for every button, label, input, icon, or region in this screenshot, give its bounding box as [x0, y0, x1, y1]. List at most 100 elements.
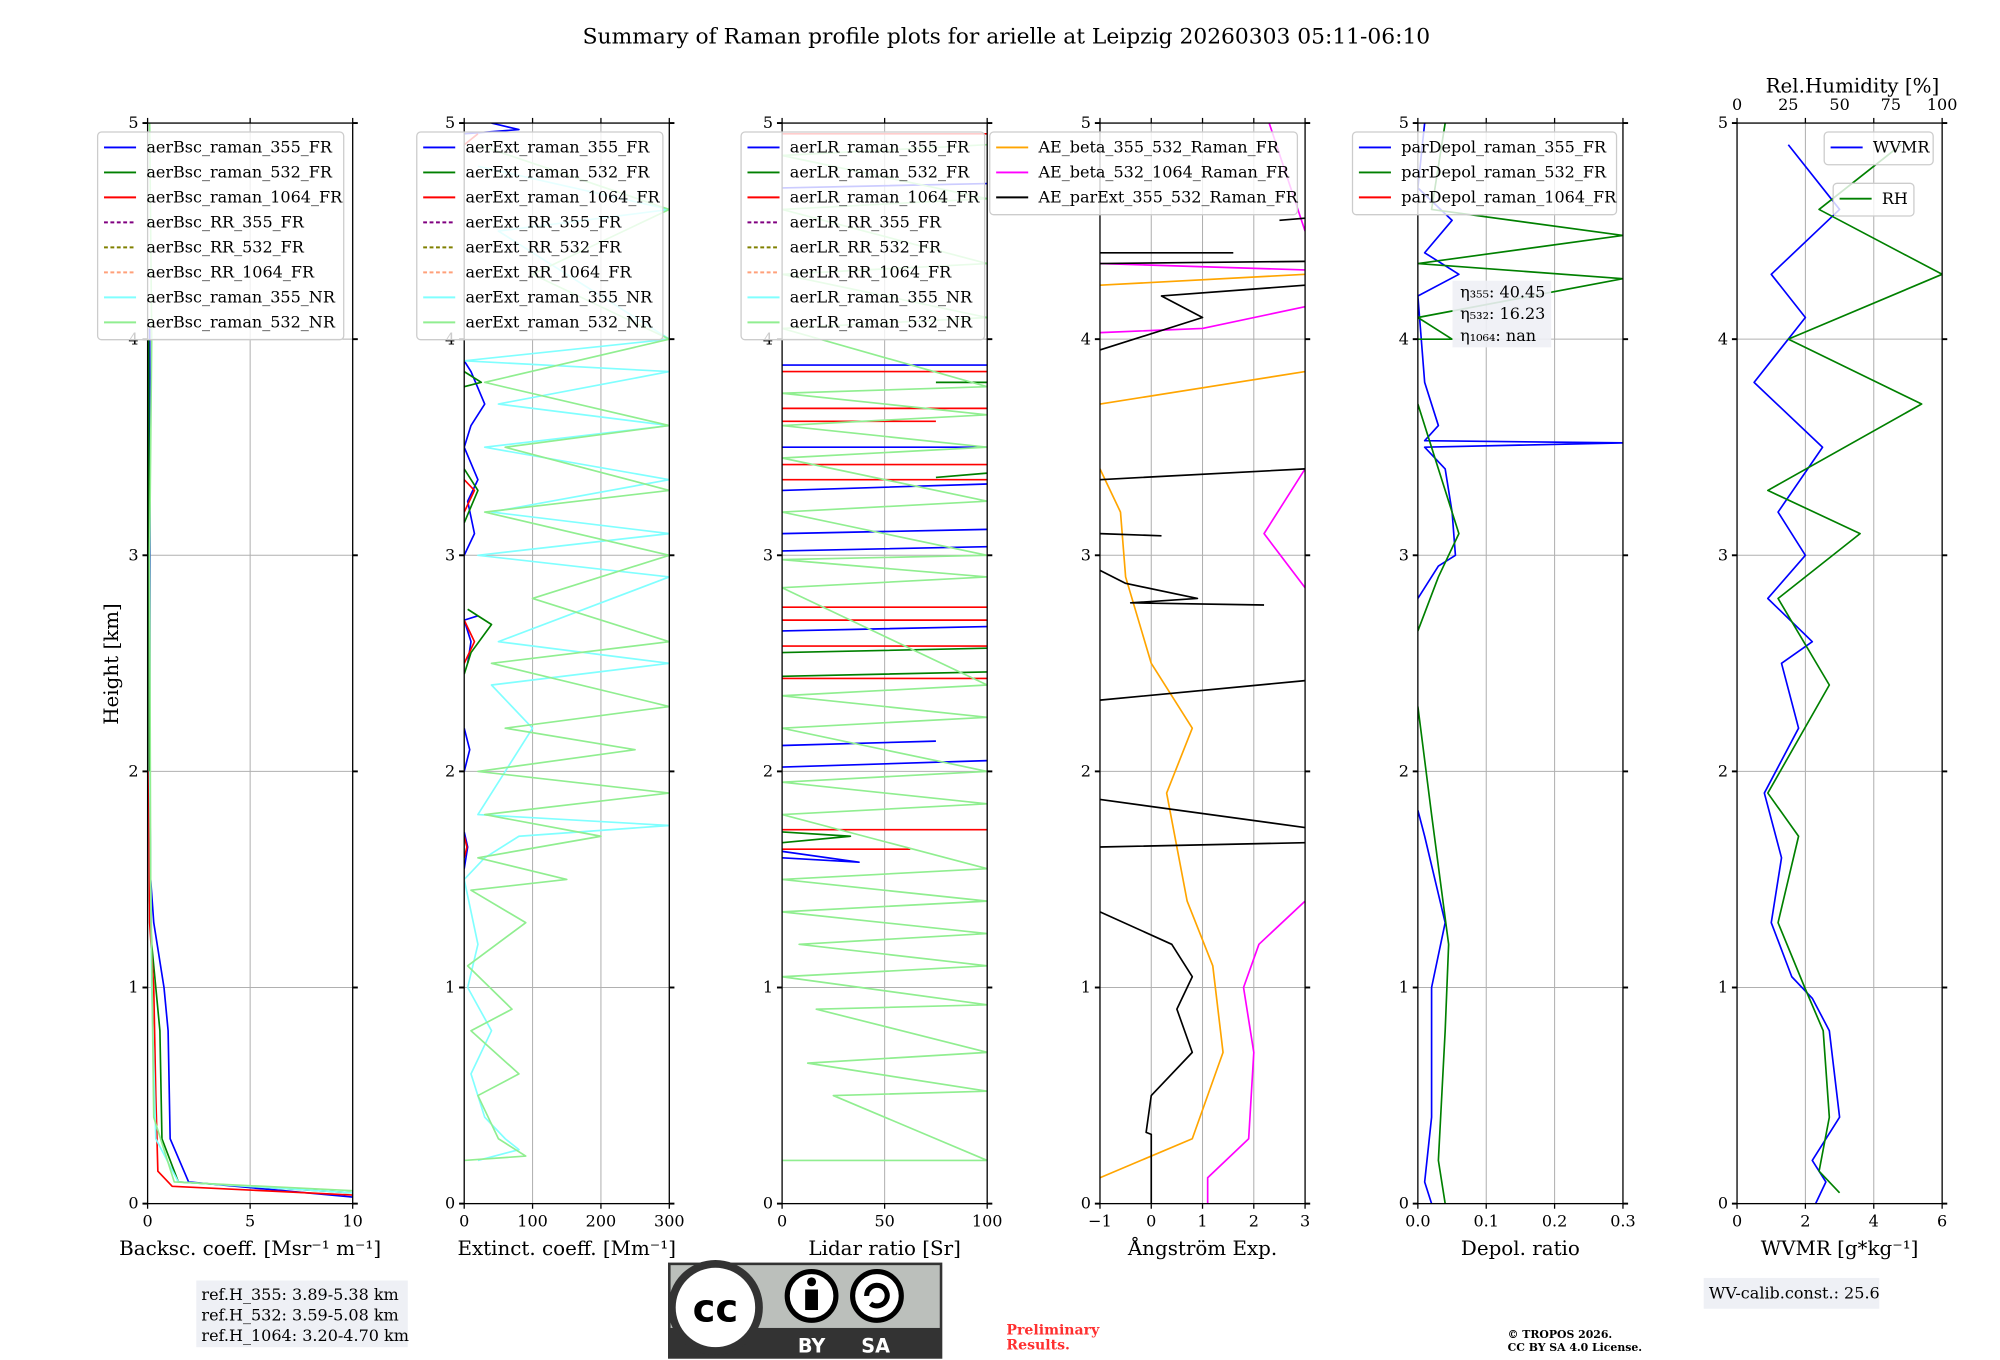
x-tick-label: 1 — [1197, 1212, 1207, 1231]
series-line-aerbsc-raman-532-fr — [147, 339, 353, 1194]
legend-label: WVMR — [1873, 138, 1930, 157]
series-line-aerlr-raman-355-fr — [782, 182, 988, 863]
cc-text: cc — [693, 1287, 739, 1332]
series-group — [464, 123, 670, 1162]
y-tick-label: 1 — [445, 978, 455, 997]
y-tick-label: 5 — [1399, 113, 1409, 132]
legend-label: aerBsc_RR_532_FR — [146, 238, 304, 257]
legend-label: aerBsc_RR_1064_FR — [146, 263, 315, 282]
y-tick-label: 0 — [1399, 1194, 1409, 1213]
legend-label: aerBsc_raman_1064_FR — [146, 188, 343, 207]
legend-label: aerBsc_raman_532_NR — [146, 313, 336, 332]
x-axis-label: Extinct. coeff. [Mm⁻¹] — [457, 1237, 676, 1260]
x-axis-label: Backsc. coeff. [Msr⁻¹ m⁻¹] — [119, 1237, 381, 1260]
y-tick-label: 1 — [1718, 978, 1728, 997]
ref-h-532: ref.H_532: 3.59-5.08 km — [201, 1305, 398, 1324]
legend: parDepol_raman_355_FR parDepol_raman_532_… — [1351, 131, 1618, 216]
series-line-aerext-raman-355-nr — [464, 165, 670, 1162]
y-tick-label: 4 — [1081, 329, 1091, 348]
series-line-aerext-raman-532-fr — [464, 370, 493, 675]
x-tick-label: 300 — [654, 1212, 685, 1231]
x-tick-label: 5 — [245, 1212, 255, 1231]
top-tick-label: 50 — [1829, 95, 1849, 114]
legend-label: aerLR_raman_1064_FR — [790, 188, 981, 207]
legend-label: AE_beta_532_1064_Raman_FR — [1037, 163, 1289, 182]
legend-label: aerBsc_raman_532_FR — [146, 163, 333, 182]
wv-calib-text: WV-calib.const.: 25.6 — [1709, 1283, 1880, 1302]
x-tick-label: 0 — [1732, 1212, 1742, 1231]
legend-label: parDepol_raman_1064_FR — [1401, 188, 1617, 207]
y-tick-label: 4 — [1399, 329, 1409, 348]
legend-label: aerExt_RR_355_FR — [465, 213, 622, 232]
x-axis-label: Depol. ratio — [1461, 1237, 1580, 1260]
series-line-aerext-raman-532-nr — [464, 143, 670, 1162]
legend-label: aerLR_RR_1064_FR — [790, 263, 952, 282]
series-line-aerbsc-raman-1064-fr — [147, 771, 353, 1196]
x-tick-label: 200 — [586, 1212, 617, 1231]
sa-arrow-icon — [864, 1282, 890, 1309]
x-tick-label: 100 — [972, 1212, 1003, 1231]
x-tick-label: 2 — [1249, 1212, 1259, 1231]
y-tick-label: 0 — [445, 1194, 455, 1213]
x-tick-label: 6 — [1937, 1212, 1947, 1231]
x-tick-label: −1 — [1088, 1212, 1112, 1231]
cc-icon — [668, 1260, 763, 1355]
panel-6: 0 2 4 6 0 1 2 3 4 5 WVMR [g*kg⁻¹] 0 25 50 75 100Rel.Hum… — [1718, 74, 1958, 1260]
legend-label: parDepol_raman_355_FR — [1401, 138, 1607, 157]
preliminary-line-1: Preliminary — [1006, 1322, 1100, 1338]
panel-1: 0510012345Backsc. coeff. [Msr⁻¹ m⁻¹]aerB… — [96, 113, 381, 1260]
legend-label: aerBsc_raman_355_FR — [146, 138, 333, 157]
series-line-pardepol-raman-355-fr — [1417, 123, 1623, 1204]
series-group — [1099, 123, 1306, 1204]
x-tick-label: 0.2 — [1542, 1212, 1567, 1231]
y-tick-label: 5 — [1718, 113, 1728, 132]
legend-label: AE_beta_355_532_Raman_FR — [1037, 138, 1279, 157]
legend-box — [1823, 131, 1934, 166]
y-tick-label: 5 — [445, 113, 455, 132]
x-tick-label: 0 — [777, 1212, 787, 1231]
legend-box — [416, 131, 664, 341]
ref-h-1064: ref.H_1064: 3.20-4.70 km — [201, 1326, 409, 1345]
legend-label: aerExt_raman_355_FR — [465, 138, 650, 157]
top-axis-label: Rel.Humidity [%] — [1766, 74, 1940, 97]
x-tick-label: 10 — [342, 1212, 362, 1231]
panels: 0510012345Backsc. coeff. [Msr⁻¹ m⁻¹]aerB… — [96, 74, 1958, 1260]
legend-label: parDepol_raman_532_FR — [1401, 163, 1607, 182]
x-tick-label: 0.3 — [1610, 1212, 1635, 1231]
axes-frame — [1736, 122, 1943, 1205]
series-line-ae-beta-532-1064-raman-fr — [1099, 123, 1306, 1204]
copyright-line-1: © TROPOS 2026. — [1508, 1328, 1613, 1341]
top-tick-label: 25 — [1778, 95, 1798, 114]
y-tick-label: 3 — [1081, 545, 1091, 564]
legend: aerExt_raman_355_FR aerExt_raman_532_FRae… — [416, 131, 664, 341]
y-tick-label: 2 — [763, 762, 773, 781]
y-tick-label: 0 — [1081, 1194, 1091, 1213]
eta-1064: η₁₀₆₄: nan — [1460, 326, 1536, 345]
panel-3: 050100012345Lidar ratio [Sr]aerLR_raman_… — [740, 113, 1003, 1260]
eta-532: η₅₃₂: 16.23 — [1460, 304, 1545, 323]
legend-label: aerLR_raman_532_FR — [790, 163, 970, 182]
series-line-aerbsc-raman-355-fr — [148, 328, 353, 1198]
legend-label: aerExt_raman_532_NR — [465, 313, 653, 332]
y-tick-label: 1 — [1399, 978, 1409, 997]
legend-label: aerLR_RR_532_FR — [790, 238, 942, 257]
y-tick-label: 2 — [1081, 762, 1091, 781]
x-tick-label: 0.0 — [1405, 1212, 1430, 1231]
series-line-wvmr — [1753, 144, 1841, 1204]
legend-box — [740, 131, 986, 341]
y-tick-label: 1 — [1081, 978, 1091, 997]
y-tick-label: 4 — [1718, 329, 1728, 348]
by-body-icon — [805, 1289, 818, 1311]
x-tick-label: 0.1 — [1473, 1212, 1498, 1231]
y-tick-label: 2 — [1718, 762, 1728, 781]
x-axis-label: Ångström Exp. — [1127, 1235, 1277, 1260]
series-line-aerext-raman-1064-fr — [464, 133, 479, 858]
axes-frame — [146, 122, 354, 1205]
series-line-ae-parext-355-532-raman-fr — [1099, 217, 1306, 1204]
y-tick-label: 5 — [763, 113, 773, 132]
series-line-aerlr-raman-532-fr — [782, 381, 988, 844]
y-tick-label: 5 — [1081, 113, 1091, 132]
by-text: BY — [798, 1334, 827, 1357]
top-tick-label: 75 — [1881, 95, 1901, 114]
